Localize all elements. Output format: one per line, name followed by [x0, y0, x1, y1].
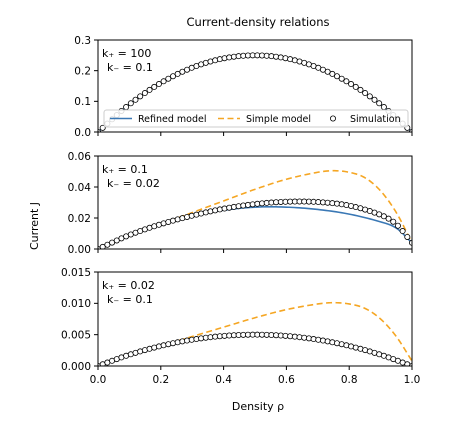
- simulation-point: [165, 75, 172, 82]
- simulation-point: [151, 83, 158, 90]
- simulation-point: [141, 90, 148, 97]
- simulation-point: [385, 215, 392, 222]
- simulation-point: [132, 96, 139, 103]
- y-tick-label: 0.0: [74, 127, 91, 139]
- simulation-point: [104, 241, 111, 248]
- plot-area: [98, 301, 412, 366]
- parameter-annotation: k₋ = 0.1: [107, 293, 153, 306]
- legend-label: Simulation: [350, 114, 401, 125]
- y-tick-label: 0.00: [68, 244, 91, 256]
- simulation-point: [123, 104, 130, 111]
- parameter-annotation: k₊ = 0.02: [102, 279, 155, 292]
- y-tick-label: 0.04: [68, 182, 92, 194]
- simple-model-line: [160, 169, 412, 244]
- axes-frame: [97, 39, 413, 133]
- panel-3: 0.000 0.005 0.010 0.015 0.0 0.2 0.4 0.6 0.8 1.0 k₊…: [61, 267, 420, 386]
- y-tick-label: 0.1: [74, 96, 91, 108]
- simulation-point: [160, 78, 167, 85]
- simulation-point: [155, 81, 162, 88]
- simulation-point: [146, 86, 153, 93]
- simulation-point: [399, 228, 406, 235]
- axes-frame: [97, 155, 413, 250]
- simulation-point: [174, 339, 181, 346]
- x-tick-label: 1.0: [404, 374, 421, 386]
- simulation-point: [343, 78, 350, 85]
- simple-model-line: [160, 301, 412, 362]
- y-axis-label: Current J: [28, 202, 41, 250]
- y-tick-label: 0.3: [74, 35, 91, 47]
- simulation-point: [169, 73, 176, 80]
- simulation-point: [348, 81, 355, 88]
- simulation-point: [394, 222, 401, 229]
- simulation-point: [357, 86, 364, 93]
- figure-title: Current-density relations: [187, 15, 330, 29]
- simulation-point: [334, 73, 341, 80]
- simulation-point: [99, 124, 106, 131]
- simulation-point: [127, 100, 134, 107]
- simulation-point: [174, 70, 181, 77]
- parameter-annotation: k₋ = 0.1: [107, 61, 153, 74]
- y-tick-label: 0.010: [61, 298, 91, 310]
- plot-area: [98, 169, 412, 249]
- simulation-point: [216, 206, 223, 213]
- simulation-point: [371, 96, 378, 103]
- x-tick-label: 0.0: [90, 374, 107, 386]
- simulation-point: [366, 93, 373, 100]
- simulation-point: [324, 68, 331, 75]
- simulation-point: [376, 100, 383, 107]
- legend-label: Refined model: [138, 114, 207, 125]
- simulation-point: [324, 338, 331, 345]
- simulation-point: [137, 93, 144, 100]
- panel-2: 0.00 0.02 0.04 0.06 k₊ = 0.1k₋ = 0.02: [68, 151, 413, 256]
- legend-box: [103, 109, 409, 128]
- legend: Refined model Simple model Simulation: [103, 109, 409, 128]
- simulation-point: [380, 104, 387, 111]
- legend-label: Simple model: [246, 114, 311, 125]
- parameter-annotation: k₋ = 0.02: [107, 177, 160, 190]
- axes-frame: [97, 271, 413, 367]
- legend-simulation-swatch: [329, 115, 336, 122]
- parameter-annotation: k₊ = 100: [102, 47, 151, 60]
- x-axis-label: Density ρ: [232, 400, 284, 413]
- y-tick-label: 0.005: [61, 329, 91, 341]
- simulation-point: [390, 218, 397, 225]
- simulation-point: [362, 90, 369, 97]
- y-tick-label: 0.015: [61, 267, 91, 279]
- simulation-point: [380, 213, 387, 220]
- x-tick-label: 0.4: [215, 374, 232, 386]
- parameter-annotation: k₊ = 0.1: [102, 163, 148, 176]
- y-tick-label: 0.2: [74, 65, 91, 77]
- simulation-point: [404, 233, 411, 240]
- simulation-point: [352, 83, 359, 90]
- x-tick-label: 0.6: [278, 374, 295, 386]
- simulation-point: [338, 75, 345, 82]
- x-tick-label: 0.8: [341, 374, 358, 386]
- simulation-point: [329, 70, 336, 77]
- y-tick-label: 0.000: [61, 361, 91, 373]
- y-tick-label: 0.06: [68, 151, 92, 163]
- y-tick-label: 0.02: [68, 213, 91, 225]
- x-tick-label: 0.2: [152, 374, 169, 386]
